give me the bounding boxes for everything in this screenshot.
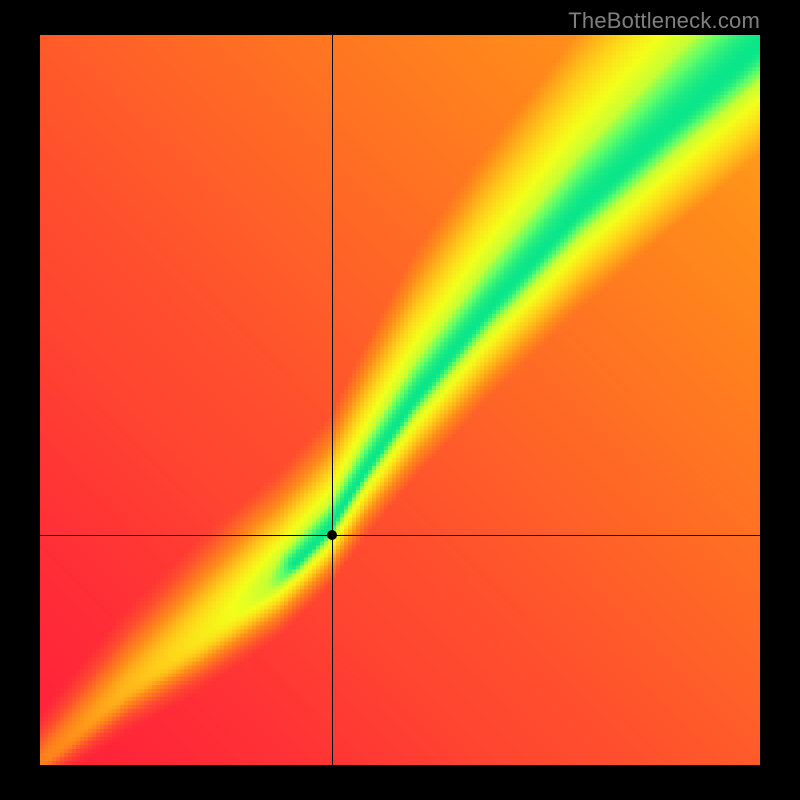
chart-frame: TheBottleneck.com [0,0,800,800]
data-point-marker [327,530,337,540]
watermark-text: TheBottleneck.com [568,8,760,34]
heatmap-canvas [40,35,760,765]
plot-area [40,35,760,765]
